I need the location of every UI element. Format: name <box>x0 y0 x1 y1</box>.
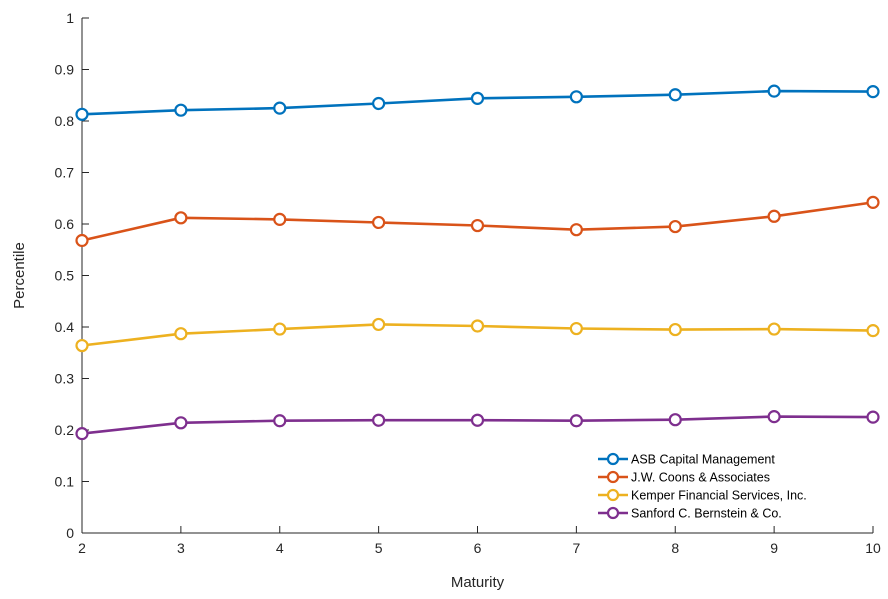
y-tick-label: 0.8 <box>55 113 75 129</box>
data-point <box>569 414 583 428</box>
data-point <box>75 427 89 441</box>
data-point <box>273 322 287 336</box>
data-point <box>273 414 287 428</box>
data-point <box>273 101 287 115</box>
data-point <box>767 410 781 424</box>
data-point <box>174 211 188 225</box>
legend-marker <box>606 452 620 466</box>
data-point <box>372 413 386 427</box>
legend-item: ASB Capital Management <box>598 453 775 467</box>
data-point <box>668 413 682 427</box>
data-point <box>569 90 583 104</box>
data-point <box>372 215 386 230</box>
series-2 <box>75 195 880 248</box>
data-point <box>470 91 485 105</box>
y-tick-label: 0.1 <box>55 474 75 490</box>
data-point <box>668 219 682 234</box>
data-point <box>372 96 386 111</box>
y-tick-label: 0.7 <box>55 165 75 181</box>
data-point <box>668 88 682 102</box>
data-point <box>174 103 188 117</box>
data-point <box>866 324 880 338</box>
x-tick-label: 7 <box>572 540 580 556</box>
data-point <box>75 233 89 248</box>
y-tick-label: 0 <box>66 525 74 541</box>
data-point <box>75 107 89 121</box>
x-tick-label: 5 <box>375 540 383 556</box>
data-point <box>767 84 781 98</box>
x-tick-label: 3 <box>177 540 185 556</box>
y-tick-label: 0.9 <box>55 62 75 78</box>
x-tick-label: 9 <box>770 540 778 556</box>
y-tick-label: 0.4 <box>55 319 75 335</box>
data-point <box>470 319 485 333</box>
x-tick-label: 4 <box>276 540 284 556</box>
legend-marker <box>606 488 620 502</box>
data-point <box>470 413 485 427</box>
data-point <box>668 322 682 337</box>
legend-marker <box>606 506 620 520</box>
legend-label: Kemper Financial Services, Inc. <box>631 489 807 503</box>
data-point <box>470 218 485 233</box>
series-3 <box>75 317 880 353</box>
data-point <box>866 410 880 424</box>
data-point <box>866 85 880 99</box>
legend-label: Sanford C. Bernstein & Co. <box>631 507 782 521</box>
x-axis-title: Maturity <box>451 574 505 591</box>
series-1 <box>75 84 880 121</box>
data-point <box>866 195 880 209</box>
y-tick-label: 0.6 <box>55 216 75 232</box>
x-tick-label: 10 <box>865 540 881 556</box>
data-point <box>273 212 287 226</box>
legend-item: Sanford C. Bernstein & Co. <box>598 507 782 521</box>
x-tick-label: 6 <box>474 540 482 556</box>
data-point <box>174 327 188 341</box>
data-point <box>75 338 89 353</box>
legend-item: Kemper Financial Services, Inc. <box>598 489 807 503</box>
x-tick-label: 2 <box>78 540 86 556</box>
legend-label: J.W. Coons & Associates <box>631 471 770 485</box>
y-axis-title: Percentile <box>11 242 28 309</box>
data-point <box>767 209 781 223</box>
y-tick-label: 0.3 <box>55 371 75 387</box>
x-tick-label: 8 <box>671 540 679 556</box>
data-point <box>767 322 781 336</box>
y-tick-label: 0.2 <box>55 422 75 438</box>
plot-area <box>75 84 880 441</box>
legend-marker <box>606 470 620 484</box>
legend-item: J.W. Coons & Associates <box>598 471 770 485</box>
data-point <box>569 321 583 336</box>
data-point <box>372 317 386 332</box>
data-point <box>174 416 188 430</box>
axes: 2 3 4 5 6 7 8 9 10 0 0.1 0.2 0.3 0.4 0.5 0.6 0.7 0.8 0.9 1 <box>55 10 881 556</box>
y-tick-label: 0.5 <box>55 268 75 284</box>
legend: ASB Capital Management J.W. Coons & Assoc… <box>598 453 807 521</box>
series-4 <box>75 410 880 441</box>
legend-label: ASB Capital Management <box>631 453 775 467</box>
y-tick-label: 1 <box>66 10 74 26</box>
data-point <box>569 223 583 237</box>
